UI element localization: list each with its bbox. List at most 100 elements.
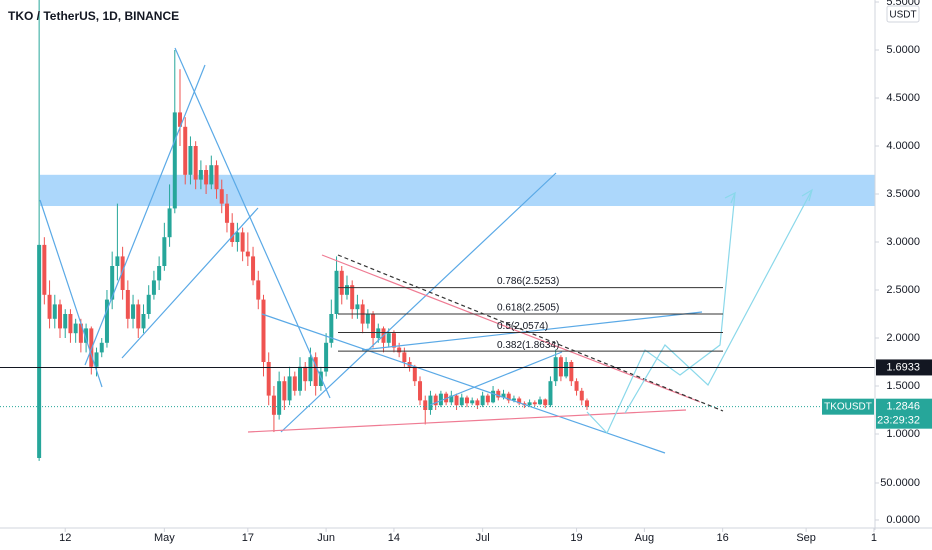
y-tick-label: 1.0000 <box>886 428 920 440</box>
candle-body <box>251 256 256 281</box>
candle-body <box>209 165 214 185</box>
candle-body <box>151 280 156 295</box>
countdown-label: 23:29:32 <box>877 415 920 427</box>
x-tick-label: Jul <box>476 532 490 544</box>
candle-body <box>104 299 109 343</box>
candle-body <box>365 313 370 324</box>
dashed-trend-line <box>337 254 724 412</box>
candle-body <box>548 381 553 406</box>
trend-line <box>174 47 331 399</box>
y-tick-label: 50.0000 <box>880 477 920 489</box>
trend-line <box>280 172 557 433</box>
candle-body <box>376 328 381 338</box>
candle-body <box>37 244 42 458</box>
x-tick-label: Sep <box>796 532 816 544</box>
unit-badge[interactable] <box>886 5 920 23</box>
candle-body <box>402 352 407 362</box>
candle-body <box>329 313 334 343</box>
candle-body <box>433 395 438 406</box>
projection-path <box>586 192 736 435</box>
candle-body <box>183 126 188 175</box>
candle-body <box>517 398 522 404</box>
candle-body <box>397 347 402 353</box>
candle-body <box>125 290 130 319</box>
candle-body <box>277 381 282 415</box>
candle-body <box>167 208 172 238</box>
candle-body <box>423 400 428 410</box>
candle-body <box>266 361 271 396</box>
candle-body <box>42 244 47 295</box>
x-tick-label: Aug <box>635 532 655 544</box>
candle-body <box>584 400 589 407</box>
candle-body <box>235 232 240 243</box>
x-tick-label: Jun <box>317 532 335 544</box>
candle-body <box>313 357 318 386</box>
candle-body <box>438 393 443 406</box>
fib-label: 0.5(2.0574) <box>497 321 548 332</box>
x-tick-label: 19 <box>570 532 582 544</box>
trend-line <box>361 311 703 351</box>
candle-body <box>475 400 480 406</box>
candle-body <box>391 333 396 348</box>
candle-body <box>511 398 516 401</box>
resistance-zone <box>40 174 875 207</box>
y-tick-label: 5.0000 <box>886 44 920 56</box>
candle-body <box>464 397 469 404</box>
candle-body <box>564 361 569 377</box>
candle-body <box>240 232 245 252</box>
candle-body <box>459 397 464 406</box>
candle-body <box>193 146 198 180</box>
candle-body <box>271 395 276 415</box>
x-tick-label: 12 <box>59 532 71 544</box>
y-tick-label: 3.0000 <box>886 236 920 248</box>
candle-body <box>47 294 52 319</box>
candle-body <box>386 333 391 343</box>
candle-body <box>110 266 115 300</box>
candle-body <box>63 313 68 329</box>
candle-body <box>428 395 433 410</box>
x-tick-label: 1 <box>871 532 877 544</box>
y-tick-label: 4.5000 <box>886 92 920 104</box>
y-tick-label: 3.5000 <box>886 188 920 200</box>
price-line-label: 1.6933 <box>886 361 920 373</box>
candle-body <box>334 270 339 314</box>
candle-body <box>501 393 506 398</box>
candle-body <box>99 342 104 353</box>
y-tick-label: 2.0000 <box>886 332 920 344</box>
candle-body <box>224 203 229 223</box>
candle-body <box>178 112 183 127</box>
candle-body <box>115 256 120 267</box>
candle-body <box>188 146 193 175</box>
trend-line <box>321 254 701 403</box>
candle-body <box>480 395 485 406</box>
candle-body <box>78 323 83 343</box>
trend-line <box>121 207 259 359</box>
candle-body <box>371 313 376 338</box>
overlay: 0.786(2.5253) 0.618(2.2505) 0.5(2.0574) 0.3… <box>0 276 875 408</box>
candle-body <box>146 294 151 314</box>
zone-layer <box>40 174 875 207</box>
arrow-head <box>801 188 813 202</box>
drawings <box>39 47 813 454</box>
candle-body <box>298 366 303 391</box>
candle-body <box>230 222 235 243</box>
y-tick-label: 1.5000 <box>886 380 920 392</box>
fib-label: 0.786(2.5253) <box>497 276 559 287</box>
candle-body <box>89 328 94 367</box>
projection-path <box>624 189 813 414</box>
y-tick-label: 2.5000 <box>886 284 920 296</box>
y-tick-label: 4.0000 <box>886 140 920 152</box>
candle-body <box>574 381 579 391</box>
y-tick-label: 0.0000 <box>886 514 920 526</box>
candle-body <box>418 381 423 401</box>
trend-line <box>84 64 206 366</box>
candle-body <box>339 270 344 295</box>
candle-body <box>292 376 297 391</box>
candle-body <box>569 361 574 382</box>
candle-body <box>94 352 99 367</box>
last-price-tag <box>876 398 932 429</box>
candle-body <box>449 395 454 403</box>
candle-body <box>198 170 203 180</box>
x-tick-label: 17 <box>242 532 254 544</box>
